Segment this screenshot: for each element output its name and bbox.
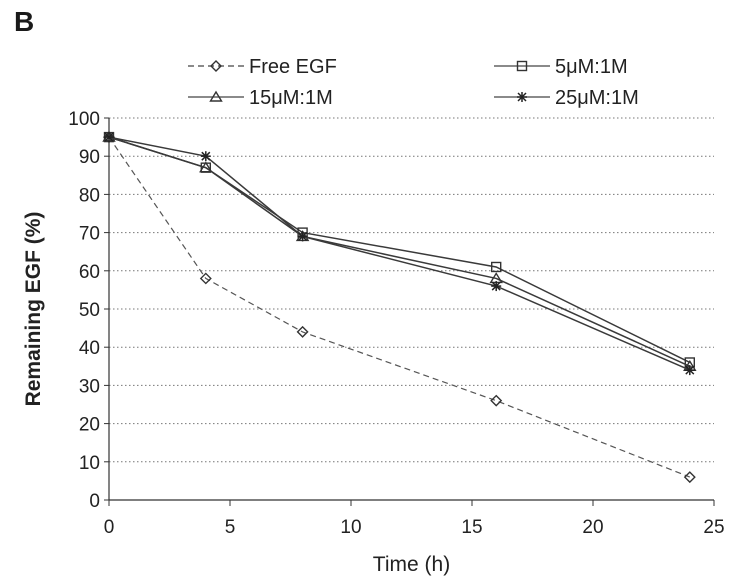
- legend-item: Free EGF: [188, 56, 337, 78]
- star-marker: [685, 365, 695, 375]
- axes: [104, 118, 714, 506]
- grid-lines: [109, 118, 714, 462]
- diamond-marker: [491, 396, 501, 406]
- legend-label: 15μM:1M: [249, 87, 333, 109]
- y-tick-label: 90: [79, 147, 100, 168]
- legend-label: 5μM:1M: [555, 56, 628, 78]
- y-tick-label: 70: [79, 224, 100, 245]
- series-group: [104, 132, 696, 482]
- y-tick-label: 40: [79, 338, 100, 359]
- legend-item: 15μM:1M: [188, 87, 333, 109]
- legend-label: Free EGF: [249, 56, 337, 78]
- x-tick-label: 25: [703, 517, 724, 538]
- x-axis-title: Time (h): [373, 553, 450, 576]
- star-marker: [298, 231, 308, 241]
- series-star: [104, 132, 695, 375]
- series-line: [109, 137, 690, 370]
- legend-item: 5μM:1M: [494, 56, 628, 78]
- x-tick-label: 0: [104, 517, 115, 538]
- y-tick-label: 0: [89, 491, 100, 512]
- star-marker: [517, 92, 527, 102]
- series-line: [109, 137, 690, 477]
- y-tick-label: 50: [79, 300, 100, 321]
- y-tick-label: 20: [79, 415, 100, 436]
- x-tick-label: 10: [340, 517, 361, 538]
- x-tick-label: 20: [582, 517, 603, 538]
- series-square: [105, 133, 695, 367]
- y-tick-label: 100: [68, 109, 100, 130]
- y-axis-title: Remaining EGF (%): [22, 212, 45, 407]
- y-tick-label: 60: [79, 262, 100, 283]
- y-tick-label: 10: [79, 453, 100, 474]
- series-diamond: [104, 132, 695, 482]
- y-tick-label: 80: [79, 185, 100, 206]
- x-tick-label: 5: [225, 517, 236, 538]
- legend-item: 25μM:1M: [494, 87, 639, 109]
- y-tick-label: 30: [79, 376, 100, 397]
- star-marker: [104, 132, 114, 142]
- star-marker: [201, 151, 211, 161]
- series-line: [109, 137, 690, 362]
- tick-labels: 0 10 20 30 40 50 60 70 80 90 100 0 5 10 15 20 25: [68, 109, 724, 538]
- star-marker: [491, 281, 501, 291]
- legend-label: 25μM:1M: [555, 87, 639, 109]
- x-tick-label: 15: [461, 517, 482, 538]
- legend: Free EGF 5μM:1M 15μM:1M 25μM:1M: [188, 56, 639, 109]
